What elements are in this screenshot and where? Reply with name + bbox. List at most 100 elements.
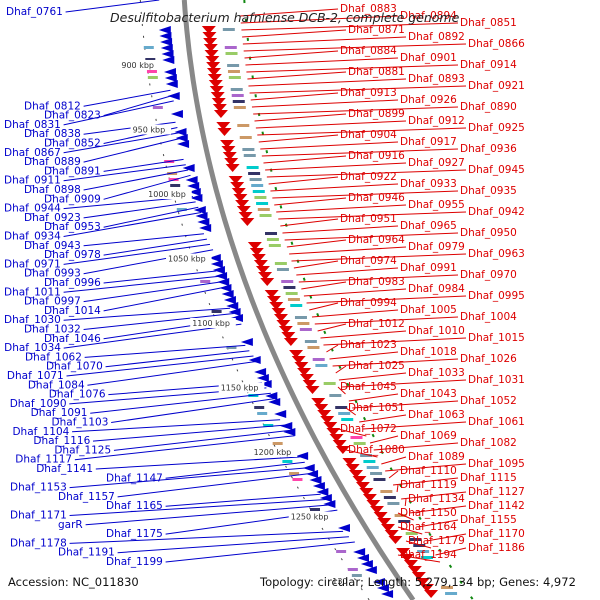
forward-gene-label: Dhaf_0955 [408, 199, 465, 211]
forward-leader-line [243, 43, 467, 52]
reverse-leader-line [103, 270, 217, 284]
forward-gene-arrow [247, 242, 262, 250]
forward-gene-label: Dhaf_0899 [348, 108, 405, 120]
forward-leader-line [289, 246, 407, 255]
annotation-band [312, 358, 325, 361]
forward-gene-label: Dhaf_0883 [340, 3, 397, 15]
forward-gene-label: Dhaf_1194 [400, 549, 457, 561]
forward-leader-line [250, 92, 339, 101]
forward-gene-arrow [345, 464, 360, 472]
forward-gene-label: Dhaf_1015 [468, 332, 525, 344]
scale-label: 1000 kbp [148, 190, 186, 199]
scale-label-bg [251, 447, 298, 457]
forward-gene-label: Dhaf_0983 [348, 276, 405, 288]
reverse-gene-label: Dhaf_0997 [24, 296, 81, 308]
reverse-leader-line [83, 89, 171, 107]
forward-gene-label: Dhaf_1063 [408, 409, 465, 421]
annotation-band [254, 406, 265, 409]
reverse-gene-label: Dhaf_1090 [10, 398, 67, 410]
annotation-band [272, 442, 283, 445]
feature-tracks [139, 0, 475, 600]
annotation-band [239, 136, 252, 139]
annotation-band [347, 568, 358, 571]
reverse-gene-arrow [254, 368, 267, 376]
reverse-gene-label: Dhaf_1071 [7, 370, 64, 382]
forward-leader-line [338, 372, 407, 381]
reverse-gene-label: Dhaf_1191 [58, 547, 115, 559]
forward-gene-label: Dhaf_1012 [348, 318, 405, 330]
forward-gene-arrow [403, 560, 418, 568]
forward-gene-label: Dhaf_0851 [460, 17, 517, 29]
forward-leader-line [317, 323, 347, 332]
annotation-band [341, 418, 354, 421]
reverse-gene-arrow [217, 278, 230, 286]
annotation-band [143, 46, 154, 49]
reverse-gene-label: Dhaf_1032 [24, 324, 81, 336]
forward-leader-line [276, 204, 407, 213]
reverse-gene-label: Dhaf_0909 [44, 193, 101, 205]
forward-gene-arrow [209, 86, 224, 94]
reverse-leader-line [66, 355, 254, 377]
annotation-band [256, 202, 269, 205]
forward-leader-line [260, 141, 399, 150]
annotation-band [237, 124, 250, 127]
reverse-gene-arrow [199, 224, 212, 232]
reverse-gene-arrow [376, 584, 389, 592]
forward-gene-arrow [276, 320, 291, 328]
annotation-band [222, 28, 235, 31]
annotation-band [294, 316, 307, 319]
reverse-gene-arrow [268, 398, 281, 406]
reverse-gene-arrow [167, 92, 180, 100]
annotation-band [263, 424, 274, 427]
annotation-band [265, 232, 278, 235]
forward-gene-arrow [231, 188, 246, 196]
forward-leader-line [263, 155, 347, 164]
reverse-leader-line [165, 493, 321, 507]
forward-gene-label: Dhaf_0904 [340, 129, 397, 141]
reverse-gene-label: Dhaf_0823 [44, 110, 101, 122]
reverse-gene-label: garR [58, 519, 83, 531]
reverse-gene-arrow [221, 290, 234, 298]
forward-gene-arrow [222, 152, 237, 160]
reverse-gene-label: Dhaf_1147 [106, 472, 163, 484]
forward-gene-label: Dhaf_0974 [340, 255, 397, 267]
forward-leader-line [348, 393, 399, 402]
forward-gene-label: Dhaf_0890 [460, 101, 517, 113]
forward-gene-label: Dhaf_1170 [468, 528, 525, 540]
forward-leader-line [392, 477, 459, 486]
reverse-gene-label: Dhaf_1084 [28, 379, 85, 391]
forward-gene-arrow [278, 326, 293, 334]
annotation-band [242, 148, 255, 151]
annotation-band [420, 556, 433, 559]
forward-gene-arrow [332, 440, 347, 448]
forward-leader-line [335, 365, 347, 374]
forward-gene-label: Dhaf_0871 [348, 24, 405, 36]
reverse-gene-arrow [364, 566, 377, 574]
reverse-gene-label: Dhaf_0812 [24, 100, 81, 112]
forward-gene-arrow [335, 446, 350, 454]
forward-gene-arrow [201, 26, 216, 34]
annotation-band [226, 346, 237, 349]
reverse-gene-arrow [195, 212, 208, 220]
reverse-leader-line [103, 206, 199, 228]
forward-leader-line [345, 449, 378, 458]
reverse-gene-arrow [323, 500, 336, 508]
forward-gene-label: Dhaf_0965 [400, 220, 457, 232]
forward-gene-arrow [206, 62, 221, 70]
reverse-gene-label: Dhaf_1199 [106, 556, 163, 568]
reverse-gene-arrow [248, 356, 261, 364]
annotation-band [211, 310, 222, 313]
reverse-leader-line [165, 461, 305, 479]
forward-gene-arrow [388, 536, 403, 544]
forward-gene-arrow [211, 98, 226, 106]
reverse-gene-arrow [381, 590, 394, 598]
scale-label-bg [130, 124, 172, 135]
reverse-leader-line [113, 429, 290, 451]
reverse-gene-arrow [240, 338, 253, 346]
forward-leader-line [284, 232, 459, 241]
forward-gene-arrow [230, 182, 245, 190]
forward-leader-line [306, 295, 467, 304]
annotation-band [360, 454, 373, 457]
forward-gene-arrow [342, 458, 357, 466]
forward-gene-arrow [260, 278, 275, 286]
